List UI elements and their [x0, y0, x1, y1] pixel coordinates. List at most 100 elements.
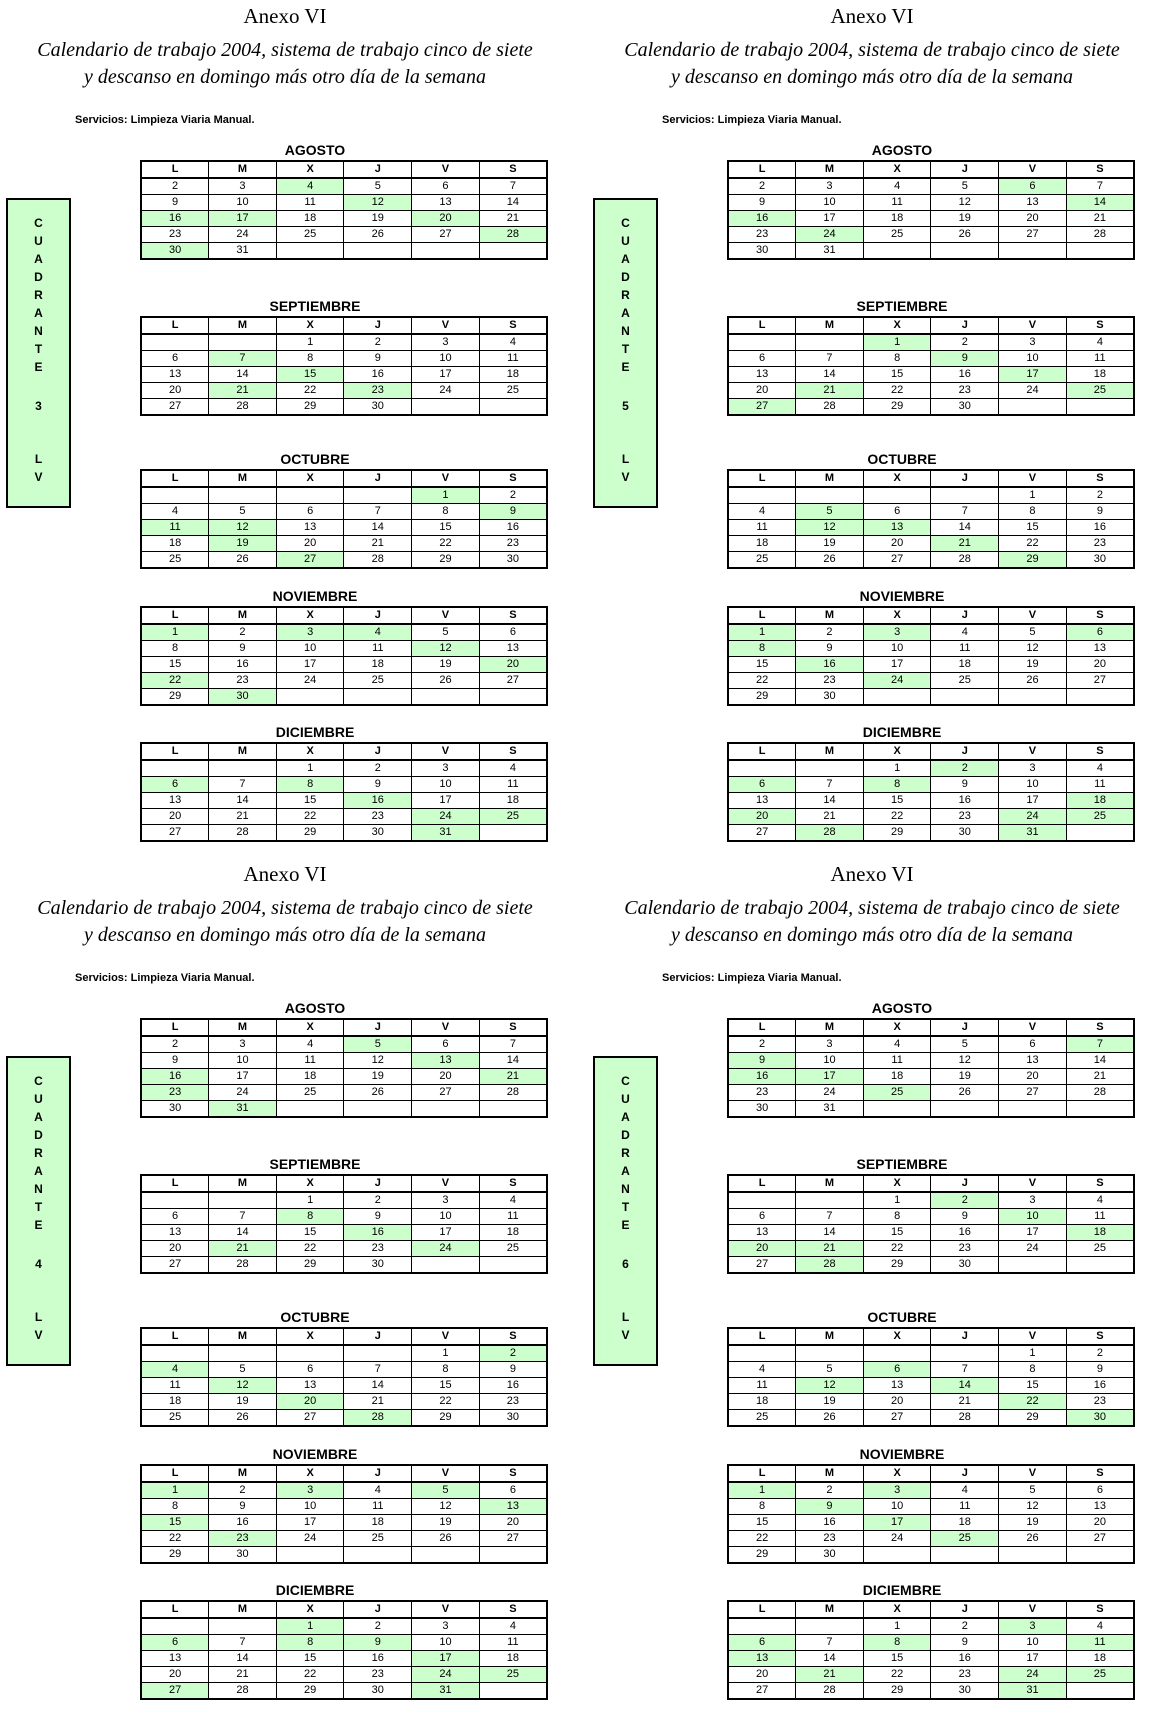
day-cell: 30: [930, 1256, 1000, 1274]
weekday-header: X: [275, 1174, 345, 1193]
week-row: 27 28 29 30 31: [140, 1682, 548, 1700]
day-cell: [208, 1344, 277, 1362]
quadrant-letter: A: [34, 1164, 43, 1178]
day-cell-rest: 12: [208, 1377, 277, 1394]
quadrant-letter: L: [621, 452, 630, 466]
day-cell-rest: 31: [998, 824, 1067, 842]
day-cell: 4: [930, 623, 1000, 641]
month-title: SEPTIEMBRE: [269, 298, 361, 314]
day-cell: 11: [930, 640, 1000, 657]
day-cell-rest: 12: [343, 194, 413, 211]
day-cell: 19: [343, 1068, 413, 1085]
week-row: 8 9 10 11 12 13: [140, 1498, 548, 1515]
day-cell: 23: [208, 672, 277, 689]
week-row: 22 23 24 25 26 27: [727, 672, 1135, 689]
day-cell: [727, 333, 797, 351]
day-cell: 22: [862, 1240, 932, 1257]
weekday-header: X: [275, 316, 345, 335]
day-cell: 28: [208, 824, 277, 842]
day-cell: 23: [478, 1393, 548, 1410]
day-cell: 2: [1065, 1344, 1135, 1362]
day-cell: 27: [411, 226, 480, 243]
day-cell: 14: [478, 194, 548, 211]
weekday-header: J: [343, 1018, 413, 1037]
day-cell-rest: 6: [998, 177, 1067, 195]
day-cell: 20: [998, 1068, 1067, 1085]
day-cell-rest: 13: [411, 1052, 480, 1069]
day-cell-rest: 1: [411, 486, 480, 504]
day-cell: 11: [343, 640, 413, 657]
day-cell: 20: [411, 1068, 480, 1085]
day-cell: 14: [343, 1377, 413, 1394]
day-cell: 27: [140, 1256, 210, 1274]
day-cell: 28: [930, 551, 1000, 569]
day-cell: 29: [998, 1409, 1067, 1427]
week-row: 20 21 22 23 24 25: [727, 808, 1135, 825]
day-cell: 15: [862, 792, 932, 809]
week-row: 27 28 29 30: [140, 398, 548, 416]
quadrant-letter: R: [621, 1146, 630, 1160]
day-cell: 13: [275, 1377, 345, 1394]
day-cell: 16: [478, 1377, 548, 1394]
month-grid: L M X J V S 1 2 3 4 5 6 8 9 10 11 12 13 15 16 17 18 19 20 22 23 24…: [140, 1464, 548, 1564]
day-cell: 11: [727, 1377, 797, 1394]
day-cell: [343, 1100, 413, 1118]
day-cell: 1: [998, 1344, 1067, 1362]
day-cell: 14: [208, 1650, 277, 1667]
day-cell: 20: [1065, 1514, 1135, 1531]
day-cell-rest: 2: [930, 759, 1000, 777]
day-cell: 13: [727, 792, 797, 809]
day-cell-rest: 31: [998, 1682, 1067, 1700]
weekday-header: V: [411, 606, 480, 625]
weekday-header: J: [343, 1327, 413, 1346]
weekday-header: V: [998, 1018, 1067, 1037]
day-cell: 26: [998, 1530, 1067, 1547]
weekday-header: S: [478, 469, 548, 488]
day-cell: 15: [411, 1377, 480, 1394]
day-cell: 17: [275, 1514, 345, 1531]
day-cell-rest: 11: [1065, 1634, 1135, 1651]
day-cell: 17: [208, 1068, 277, 1085]
day-cell-rest: 11: [140, 519, 210, 536]
weekday-header: M: [208, 606, 277, 625]
week-row: 20 21 22 23 24 25: [140, 808, 548, 825]
day-cell: 19: [998, 656, 1067, 673]
day-cell: 30: [727, 1100, 797, 1118]
month-title: AGOSTO: [871, 142, 933, 158]
week-row: 25 26 27 28 29 30: [727, 551, 1135, 569]
day-cell: 18: [1065, 366, 1135, 383]
day-cell: 18: [478, 1224, 548, 1241]
quadrant-letter: A: [621, 1110, 630, 1124]
weekday-header: M: [208, 1327, 277, 1346]
day-cell: 9: [1065, 503, 1135, 520]
day-cell: 4: [1065, 1191, 1135, 1209]
week-row: 11 12 13 14 15 16: [140, 1377, 548, 1394]
day-cell: 23: [930, 808, 1000, 825]
day-cell: 16: [795, 1514, 864, 1531]
day-cell: 18: [343, 656, 413, 673]
day-cell: 6: [727, 350, 797, 367]
week-row: 27 28 29 30: [727, 1256, 1135, 1274]
quadrant-letter: C: [621, 1074, 630, 1088]
day-cell: [930, 1100, 1000, 1118]
day-cell: [795, 1617, 864, 1635]
day-cell: 9: [930, 1208, 1000, 1225]
weekday-header: J: [343, 606, 413, 625]
day-cell: 21: [343, 535, 413, 552]
day-cell: 10: [411, 776, 480, 793]
day-cell: 6: [727, 1208, 797, 1225]
day-cell: 14: [1065, 1052, 1135, 1069]
day-cell: [140, 1191, 210, 1209]
day-cell: 9: [930, 776, 1000, 793]
day-cell: 21: [1065, 210, 1135, 227]
week-row: 20 21 22 23 24 25: [727, 382, 1135, 399]
day-cell-rest: 22: [140, 672, 210, 689]
day-cell: 10: [208, 1052, 277, 1069]
